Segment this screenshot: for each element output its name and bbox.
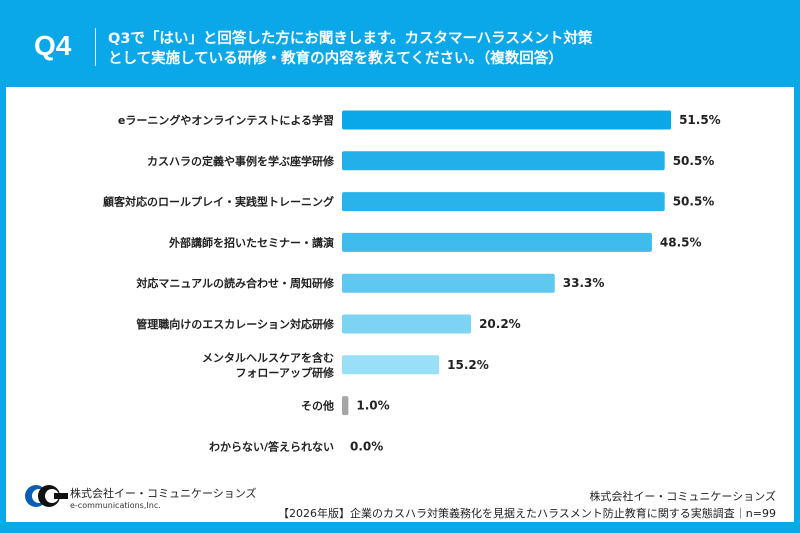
logo-mark-icon xyxy=(25,485,68,507)
source-note: 株式会社イー・コミュニケーションズ 【2026年版】企業のカスハラ対策義務化を見… xyxy=(278,488,776,522)
category-label: フォローアップ研修 xyxy=(235,365,335,379)
company-logo: 株式会社イー・コミュニケーションズ e-communications,Inc. xyxy=(24,484,257,510)
question-number: Q4 xyxy=(34,30,72,61)
chart-panel: eラーニングやオンラインテストによる学習 51.5% カスハラの定義や事例を学ぶ座学… xyxy=(6,87,794,522)
logo-company-ja: 株式会社イー・コミュニケーションズ xyxy=(70,486,257,500)
data-label: 1.0% xyxy=(356,399,389,413)
question-title-line1: Q3で「はい」と回答した方にお聞きします。カスタマーハラスメント対策 xyxy=(108,31,593,47)
category-label: メンタルヘルスケアを含む xyxy=(202,350,334,364)
question-title: Q3で「はい」と回答した方にお聞きします。カスタマーハラスメント対策 として実施… xyxy=(108,29,708,69)
bar xyxy=(342,151,665,171)
category-label: 対応マニュアルの読み合わせ・周知研修 xyxy=(135,276,335,290)
bar xyxy=(342,273,555,293)
category-label: カスハラの定義や事例を学ぶ座学研修 xyxy=(147,154,335,168)
data-label: 50.5% xyxy=(673,195,715,209)
category-label: その他 xyxy=(301,399,334,413)
bar xyxy=(342,314,472,334)
category-label: 外部講師を招いたセミナー・講演 xyxy=(168,235,334,249)
data-label: 15.2% xyxy=(447,358,489,372)
bar-chart: eラーニングやオンラインテストによる学習 51.5% カスハラの定義や事例を学ぶ座学… xyxy=(103,110,721,453)
data-label: 50.5% xyxy=(673,154,715,168)
data-label: 0.0% xyxy=(350,439,383,453)
data-label: 48.5% xyxy=(660,235,702,249)
category-label: わからない/答えられない xyxy=(209,439,334,453)
bar xyxy=(342,110,672,130)
data-label: 20.2% xyxy=(479,317,521,331)
bar xyxy=(342,232,652,252)
data-label: 51.5% xyxy=(679,113,721,127)
category-label: eラーニングやオンラインテストによる学習 xyxy=(118,113,334,127)
bar xyxy=(342,192,665,212)
bar xyxy=(342,355,440,375)
source-company: 株式会社イー・コミュニケーションズ xyxy=(589,490,776,503)
survey-title: 【2026年版】企業のカスハラ対策義務化を見据えたハラスメント防止教育に関する実… xyxy=(278,507,776,520)
bar xyxy=(342,396,349,416)
question-title-line2: として実施している研修・教育の内容を教えてください。（複数回答） xyxy=(108,51,563,67)
category-label: 顧客対応のロールプレイ・実践型トレーニング xyxy=(103,195,334,209)
category-label: 管理職向けのエスカレーション対応研修 xyxy=(136,317,335,331)
logo-company-en: e-communications,Inc. xyxy=(70,500,161,510)
data-label: 33.3% xyxy=(563,276,605,290)
header-divider xyxy=(95,28,96,66)
